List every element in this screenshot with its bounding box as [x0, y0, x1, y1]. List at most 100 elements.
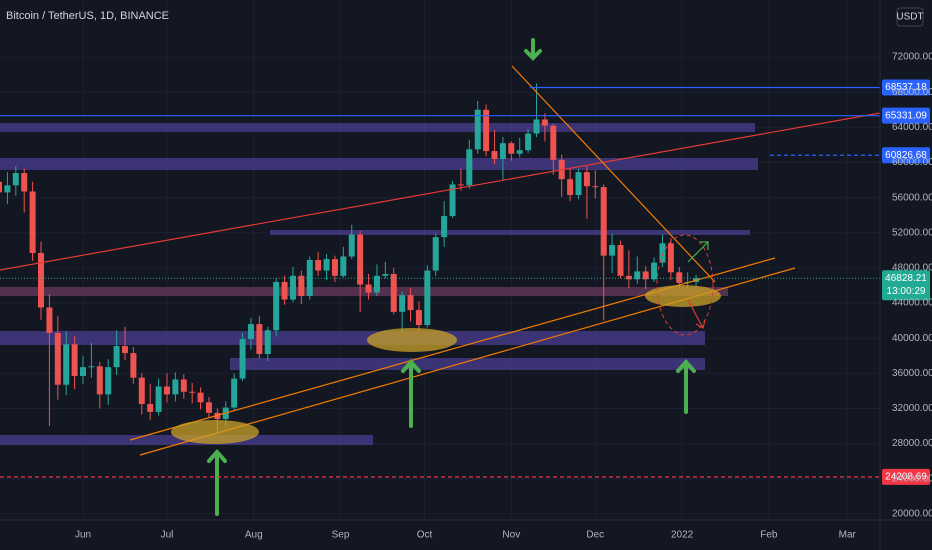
- candle-body: [483, 109, 490, 152]
- candle-body: [29, 191, 36, 253]
- candle-body: [516, 150, 523, 154]
- arrow: [687, 241, 709, 263]
- highlight: [171, 420, 259, 444]
- countdown: 13:00:29: [887, 286, 926, 297]
- candle-body: [247, 324, 254, 340]
- candle-body: [567, 179, 574, 195]
- y-tick-label: 72000.00: [892, 52, 932, 63]
- candle-body: [441, 216, 448, 238]
- candle-body: [432, 237, 439, 271]
- candle-body: [525, 133, 532, 151]
- candle-body: [457, 184, 464, 186]
- last-price-tag: [882, 270, 930, 301]
- candle-body: [4, 185, 11, 193]
- candle-body: [533, 119, 540, 134]
- candle-body: [189, 391, 196, 393]
- candle-body: [499, 143, 506, 159]
- candle-body: [281, 281, 288, 300]
- price-tag-label: 65331.09: [885, 110, 927, 121]
- candle-body: [264, 330, 271, 354]
- candle-body: [46, 307, 53, 333]
- candle-body: [239, 339, 246, 379]
- candle-body: [340, 256, 347, 276]
- price-tag: [882, 107, 930, 124]
- candle-body: [600, 187, 607, 256]
- arrow: [401, 358, 421, 428]
- candle-body: [651, 262, 658, 280]
- arrow: [524, 38, 542, 61]
- currency-box: [896, 7, 924, 27]
- candle-body: [592, 186, 599, 188]
- candle-body: [155, 386, 162, 412]
- x-tick-label: Mar: [839, 530, 857, 541]
- candle-body: [667, 243, 674, 273]
- price-tag-label: 60826.68: [885, 150, 927, 161]
- price-tag-label: 68537.18: [885, 82, 927, 93]
- y-tick-label: 40000.00: [892, 333, 932, 344]
- trendline: [0, 112, 881, 271]
- zone: [230, 358, 705, 370]
- candle-body: [12, 173, 19, 186]
- candle-body: [113, 346, 120, 368]
- zone: [0, 287, 728, 296]
- candle-body: [491, 151, 498, 159]
- arrow: [687, 299, 706, 329]
- candle-body: [54, 332, 61, 385]
- highlight: [367, 328, 457, 352]
- candle-body: [105, 367, 112, 395]
- candle-body: [256, 324, 263, 354]
- x-tick-label: Nov: [502, 530, 520, 541]
- candle-body: [38, 252, 45, 308]
- chart-title: Bitcoin / TetherUS, 1D, BINANCE: [6, 10, 169, 22]
- candle-body: [273, 281, 280, 331]
- candle-body: [315, 260, 322, 271]
- candle-body: [180, 379, 187, 392]
- price-tag: [882, 79, 930, 96]
- x-tick-label: Jul: [161, 530, 174, 541]
- arrows: [207, 38, 696, 516]
- candle-body: [231, 378, 238, 408]
- candle-body: [88, 366, 95, 368]
- candle-body: [130, 353, 137, 378]
- y-tick-label: 44000.00: [892, 298, 932, 309]
- candle-body: [634, 271, 641, 280]
- candle-body: [331, 259, 338, 276]
- candle-body: [80, 367, 87, 376]
- y-tick-label: 48000.00: [892, 263, 932, 274]
- drawings: [0, 38, 881, 516]
- candle-body: [625, 275, 632, 280]
- candle-body: [205, 402, 212, 413]
- y-tick-label: 32000.00: [892, 403, 932, 414]
- x-tick-label: Sep: [332, 530, 350, 541]
- candle-body: [642, 271, 649, 280]
- candle-body: [147, 404, 154, 412]
- zone: [0, 158, 758, 170]
- price-tag: [882, 147, 930, 164]
- candle-body: [298, 275, 305, 297]
- candle-body: [415, 310, 422, 325]
- zone: [0, 331, 705, 345]
- arrow: [207, 448, 227, 516]
- candle-body: [407, 295, 414, 311]
- candle-body: [348, 234, 355, 257]
- candle-body: [289, 275, 296, 300]
- y-tick-label: 68000.00: [892, 87, 932, 98]
- candle-body: [357, 234, 364, 285]
- candle-body: [390, 274, 397, 312]
- arrow: [676, 358, 696, 414]
- candle-body: [63, 344, 70, 385]
- candle-body: [197, 392, 204, 403]
- candle-body: [96, 366, 103, 395]
- candle-body: [449, 184, 456, 217]
- price-tag: [882, 468, 930, 485]
- levels: 68537.18 65331.09 60826.68 24208.69 46828.21…: [0, 79, 930, 485]
- candle-body: [399, 295, 406, 312]
- candle-body: [373, 275, 380, 293]
- candle-body: [550, 125, 557, 160]
- x-tick-label: 2022: [671, 530, 694, 541]
- highlight: [645, 285, 721, 307]
- candle-body: [541, 119, 548, 126]
